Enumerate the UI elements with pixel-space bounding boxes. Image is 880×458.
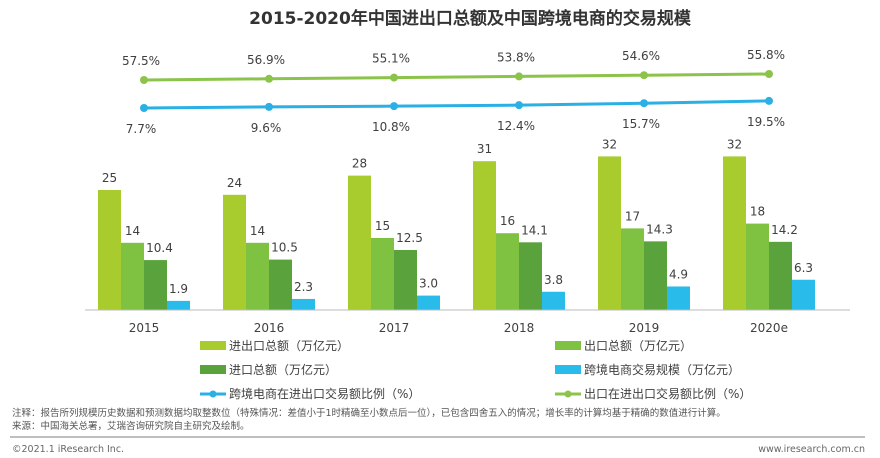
x-tick-label: 2016 (254, 321, 285, 335)
bar (644, 241, 667, 310)
bar-label: 4.9 (669, 267, 688, 281)
x-tick-label: 2015 (129, 321, 160, 335)
x-tick-label: 2018 (504, 321, 535, 335)
bar (98, 190, 121, 310)
x-tick-label: 2017 (379, 321, 410, 335)
line-point (265, 74, 273, 83)
bar (769, 241, 792, 310)
bar (269, 259, 292, 310)
bar-label: 14.1 (521, 223, 548, 237)
bar (723, 156, 746, 310)
bar-label: 3.0 (419, 277, 438, 291)
legend-label: 跨境电商交易规模（万亿元） (584, 362, 740, 377)
bar-label: 10.4 (146, 241, 173, 255)
legend-label: 出口在进出口交易额比例（%） (584, 386, 751, 401)
bar (371, 238, 394, 310)
line-point (515, 101, 523, 110)
line-point (390, 73, 398, 82)
bar-label: 14.3 (646, 222, 673, 236)
line-label: 53.8% (497, 50, 535, 64)
line-label: 7.7% (126, 122, 157, 136)
bar (223, 194, 246, 310)
bar (496, 233, 519, 310)
bar (417, 295, 440, 310)
line-label: 9.6% (251, 121, 282, 135)
line-label: 55.1% (372, 52, 410, 66)
line-label: 57.5% (122, 54, 160, 68)
legend-marker (564, 390, 572, 398)
bar (144, 260, 167, 310)
bar (598, 156, 621, 310)
bar (792, 279, 815, 310)
website: www.iresearch.com.cn (758, 444, 865, 455)
line-point (515, 72, 523, 81)
legend-label: 进口总额（万亿元） (229, 362, 337, 377)
line-point (140, 104, 148, 112)
bar (621, 228, 644, 310)
bar-label: 6.3 (794, 261, 813, 275)
line-point (265, 102, 273, 111)
line-point (640, 71, 648, 80)
line-point (140, 76, 148, 84)
bar-label: 18 (750, 205, 765, 219)
bar (473, 161, 496, 310)
bar (746, 223, 769, 310)
line-label: 15.7% (622, 117, 660, 131)
bar-label: 14 (250, 224, 265, 238)
legend-marker (209, 390, 217, 398)
legend-label: 进出口总额（万亿元） (229, 338, 349, 353)
bar (542, 291, 565, 310)
legend-swatch (200, 365, 226, 374)
bar-label: 31 (477, 142, 492, 156)
bar-label: 16 (500, 214, 515, 228)
export-ratio-line (143, 72, 770, 82)
legend-label: 出口总额（万亿元） (584, 338, 692, 353)
bar (667, 286, 690, 310)
bar (394, 250, 417, 310)
legend-swatch (555, 365, 581, 374)
bar-label: 2.3 (294, 280, 313, 294)
line-label: 56.9% (247, 53, 285, 67)
bar-label: 15 (375, 219, 390, 233)
legend-label: 跨境电商在进出口交易额比例（%） (229, 386, 420, 401)
bar-label: 24 (227, 176, 242, 190)
bar (348, 175, 371, 310)
bar-label: 32 (727, 137, 742, 151)
bar-label: 14 (125, 224, 140, 238)
line-label: 10.8% (372, 120, 410, 134)
bar-label: 12.5 (396, 231, 423, 245)
bar (519, 242, 542, 310)
line-point (765, 96, 773, 105)
line-label: 12.4% (497, 119, 535, 133)
bar-label: 10.5 (271, 241, 298, 255)
bar-label: 1.9 (169, 282, 188, 296)
copyright: ©2021.1 iResearch Inc. (12, 444, 124, 455)
bar-label: 14.2 (771, 223, 798, 237)
line-point (390, 102, 398, 111)
bar (167, 300, 190, 310)
line-point (765, 70, 773, 78)
note-text: 注释：报告所列规模历史数据和预测数据均取整数位（特殊情况：差值小于1时精确至小数… (12, 407, 726, 419)
bar-label: 17 (625, 209, 640, 223)
x-tick-label: 2019 (629, 321, 660, 335)
bar-label: 3.8 (544, 273, 563, 287)
chart-title: 2015-2020年中国进出口总额及中国跨境电商的交易规模 (249, 8, 692, 29)
x-tick-label: 2020e (750, 321, 788, 335)
line-label: 19.5% (747, 115, 785, 129)
bar (121, 242, 144, 310)
line-point (640, 99, 648, 108)
source-text: 来源：中国海关总署，艾瑞咨询研究院自主研究及绘制。 (12, 420, 250, 432)
line-label: 55.8% (747, 48, 785, 62)
crossborder-ratio-line (143, 99, 770, 110)
legend-swatch (555, 341, 581, 350)
bar-label: 32 (602, 137, 617, 151)
line-label: 54.6% (622, 49, 660, 63)
bar (292, 298, 315, 310)
legend-swatch (200, 341, 226, 350)
bar-label: 25 (102, 171, 117, 185)
bar-label: 28 (352, 157, 367, 171)
bar (246, 242, 269, 310)
